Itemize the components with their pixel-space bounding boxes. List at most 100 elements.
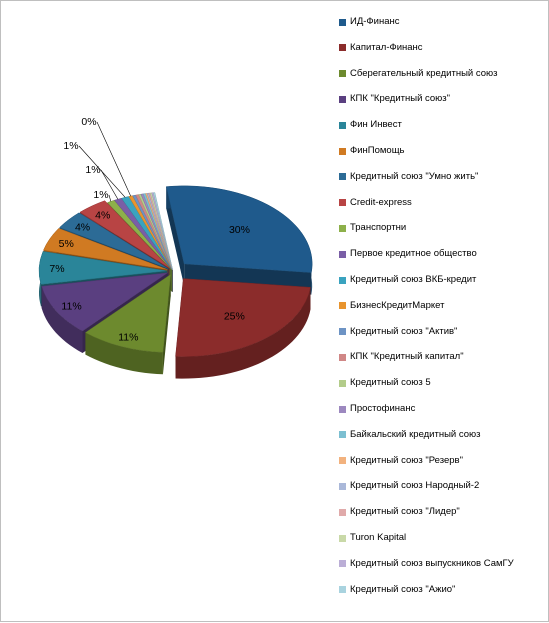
legend-swatch bbox=[339, 224, 346, 232]
legend-swatch bbox=[339, 173, 346, 181]
pie-slice bbox=[59, 212, 169, 269]
pie-slice bbox=[79, 200, 170, 269]
data-label: 7% bbox=[49, 263, 64, 275]
pie-slice bbox=[165, 185, 313, 273]
legend-label: Кредитный союз Народный-2 bbox=[350, 480, 480, 492]
data-label: 4% bbox=[95, 210, 110, 222]
legend-item: ФинПомощь bbox=[339, 144, 404, 158]
data-label: 5% bbox=[59, 238, 74, 250]
legend-item: Кредитный союз "Резерв" bbox=[339, 454, 463, 468]
data-label: 4% bbox=[75, 222, 90, 234]
legend-label: Кредитный союз "Умно жить" bbox=[350, 170, 479, 182]
pie-slice-wall bbox=[162, 274, 171, 375]
legend-swatch bbox=[339, 44, 346, 52]
legend-swatch bbox=[339, 353, 346, 361]
data-label: 30% bbox=[229, 224, 250, 236]
pie-slice-side bbox=[85, 332, 163, 375]
legend-swatch bbox=[339, 508, 346, 516]
legend-label: Байкальский кредитный союз bbox=[350, 428, 481, 440]
legend-item: Простофинанс bbox=[339, 402, 415, 416]
legend-item: КПК "Кредитный союз" bbox=[339, 92, 450, 106]
pie-slice bbox=[175, 278, 311, 357]
data-label: 25% bbox=[224, 311, 245, 323]
data-label: 1% bbox=[63, 140, 78, 152]
pie-slice-wall bbox=[166, 186, 185, 286]
legend-item: Кредитный союз "Лидер" bbox=[339, 505, 460, 519]
legend-label: ФинПомощь bbox=[350, 145, 405, 156]
legend-item: Кредитный союз "Ажио" bbox=[339, 583, 455, 597]
legend-swatch bbox=[339, 18, 346, 26]
legend-label: Кредитный союз "Ажио" bbox=[350, 583, 456, 595]
legend-swatch bbox=[339, 328, 346, 336]
legend-label: КПК "Кредитный союз" bbox=[350, 93, 451, 105]
data-label: 11% bbox=[61, 300, 81, 312]
legend-swatch bbox=[339, 431, 346, 439]
legend-item: Кредитный союз Народный-2 bbox=[339, 479, 479, 493]
legend-item: Фин Инвест bbox=[339, 118, 402, 132]
legend-item: Turon Kapital bbox=[339, 531, 406, 545]
legend-item: КПК "Кредитный капитал" bbox=[339, 350, 464, 364]
legend-item: Капитал-Финанс bbox=[339, 41, 423, 55]
legend-swatch bbox=[339, 560, 346, 568]
legend-label: Кредитный союз "Резерв" bbox=[350, 454, 463, 466]
legend-swatch bbox=[339, 250, 346, 258]
legend-label: БизнесКредитМаркет bbox=[350, 299, 445, 311]
legend-label: Credit-express bbox=[350, 196, 412, 208]
legend-swatch bbox=[339, 95, 346, 103]
leader-line bbox=[78, 145, 126, 198]
legend-item: Кредитный союз 5 bbox=[339, 376, 431, 390]
pie-slice bbox=[41, 272, 168, 332]
leader-line bbox=[100, 169, 119, 200]
legend-item: Сберегательный кредитный союз bbox=[339, 67, 497, 81]
legend-label: Сберегательный кредитный союз bbox=[350, 67, 498, 79]
legend-label: Кредитный союз "Актив" bbox=[350, 325, 458, 337]
legend-swatch bbox=[339, 586, 346, 594]
leader-line bbox=[96, 121, 131, 197]
legend-swatch bbox=[339, 276, 346, 284]
legend-item: Кредитный союз выпускников СамГУ bbox=[339, 557, 514, 571]
legend-label: ИД-Финанс bbox=[350, 16, 400, 27]
legend-item: Байкальский кредитный союз bbox=[339, 428, 480, 442]
legend-item: Кредитный союз "Актив" bbox=[339, 325, 457, 339]
data-label: 11% bbox=[118, 331, 138, 343]
legend-item: Credit-express bbox=[339, 196, 412, 210]
legend-swatch bbox=[339, 379, 346, 387]
legend-label: КПК "Кредитный капитал" bbox=[350, 351, 464, 363]
legend-swatch bbox=[339, 534, 346, 542]
legend-item: ИД-Финанс bbox=[339, 15, 399, 29]
legend-swatch bbox=[339, 70, 346, 78]
legend-label: Кредитный союз ВКБ-кредит bbox=[350, 274, 477, 285]
data-label: 1% bbox=[85, 164, 100, 176]
legend-swatch bbox=[339, 457, 346, 465]
legend-swatch bbox=[339, 121, 346, 129]
legend-item: Первое кредитное общество bbox=[339, 247, 477, 261]
legend-label: Кредитный союз выпускников СамГУ bbox=[350, 557, 514, 569]
legend-label: Кредитный союз "Лидер" bbox=[350, 506, 460, 518]
leader-line bbox=[108, 194, 112, 202]
legend-swatch bbox=[339, 405, 346, 413]
data-label: 1% bbox=[93, 189, 108, 201]
legend-swatch bbox=[339, 302, 346, 310]
legend-item: Кредитный союз ВКБ-кредит bbox=[339, 273, 476, 287]
pie-slice bbox=[84, 273, 171, 353]
legend-swatch bbox=[339, 147, 346, 155]
legend-label: Простофинанс bbox=[350, 403, 416, 414]
pie-slice bbox=[38, 251, 168, 285]
legend-label: Первое кредитное общество bbox=[350, 248, 477, 260]
legend-swatch bbox=[339, 199, 346, 207]
legend-swatch bbox=[339, 482, 346, 490]
legend-item: БизнесКредитМаркет bbox=[339, 299, 444, 313]
legend-label: Транспортни bbox=[350, 222, 407, 234]
pie-slice bbox=[152, 192, 173, 270]
legend-label: Кредитный союз 5 bbox=[350, 377, 431, 389]
legend-label: Turon Kapital bbox=[350, 532, 407, 543]
legend-item: Кредитный союз "Умно жить" bbox=[339, 170, 478, 184]
pie-slice-side bbox=[41, 286, 83, 353]
legend-label: Капитал-Финанс bbox=[350, 41, 423, 53]
pie-slice bbox=[43, 228, 168, 270]
data-label: 0% bbox=[81, 116, 96, 128]
legend-label: Фин Инвест bbox=[350, 119, 402, 131]
legend-item: Транспортни bbox=[339, 221, 406, 235]
